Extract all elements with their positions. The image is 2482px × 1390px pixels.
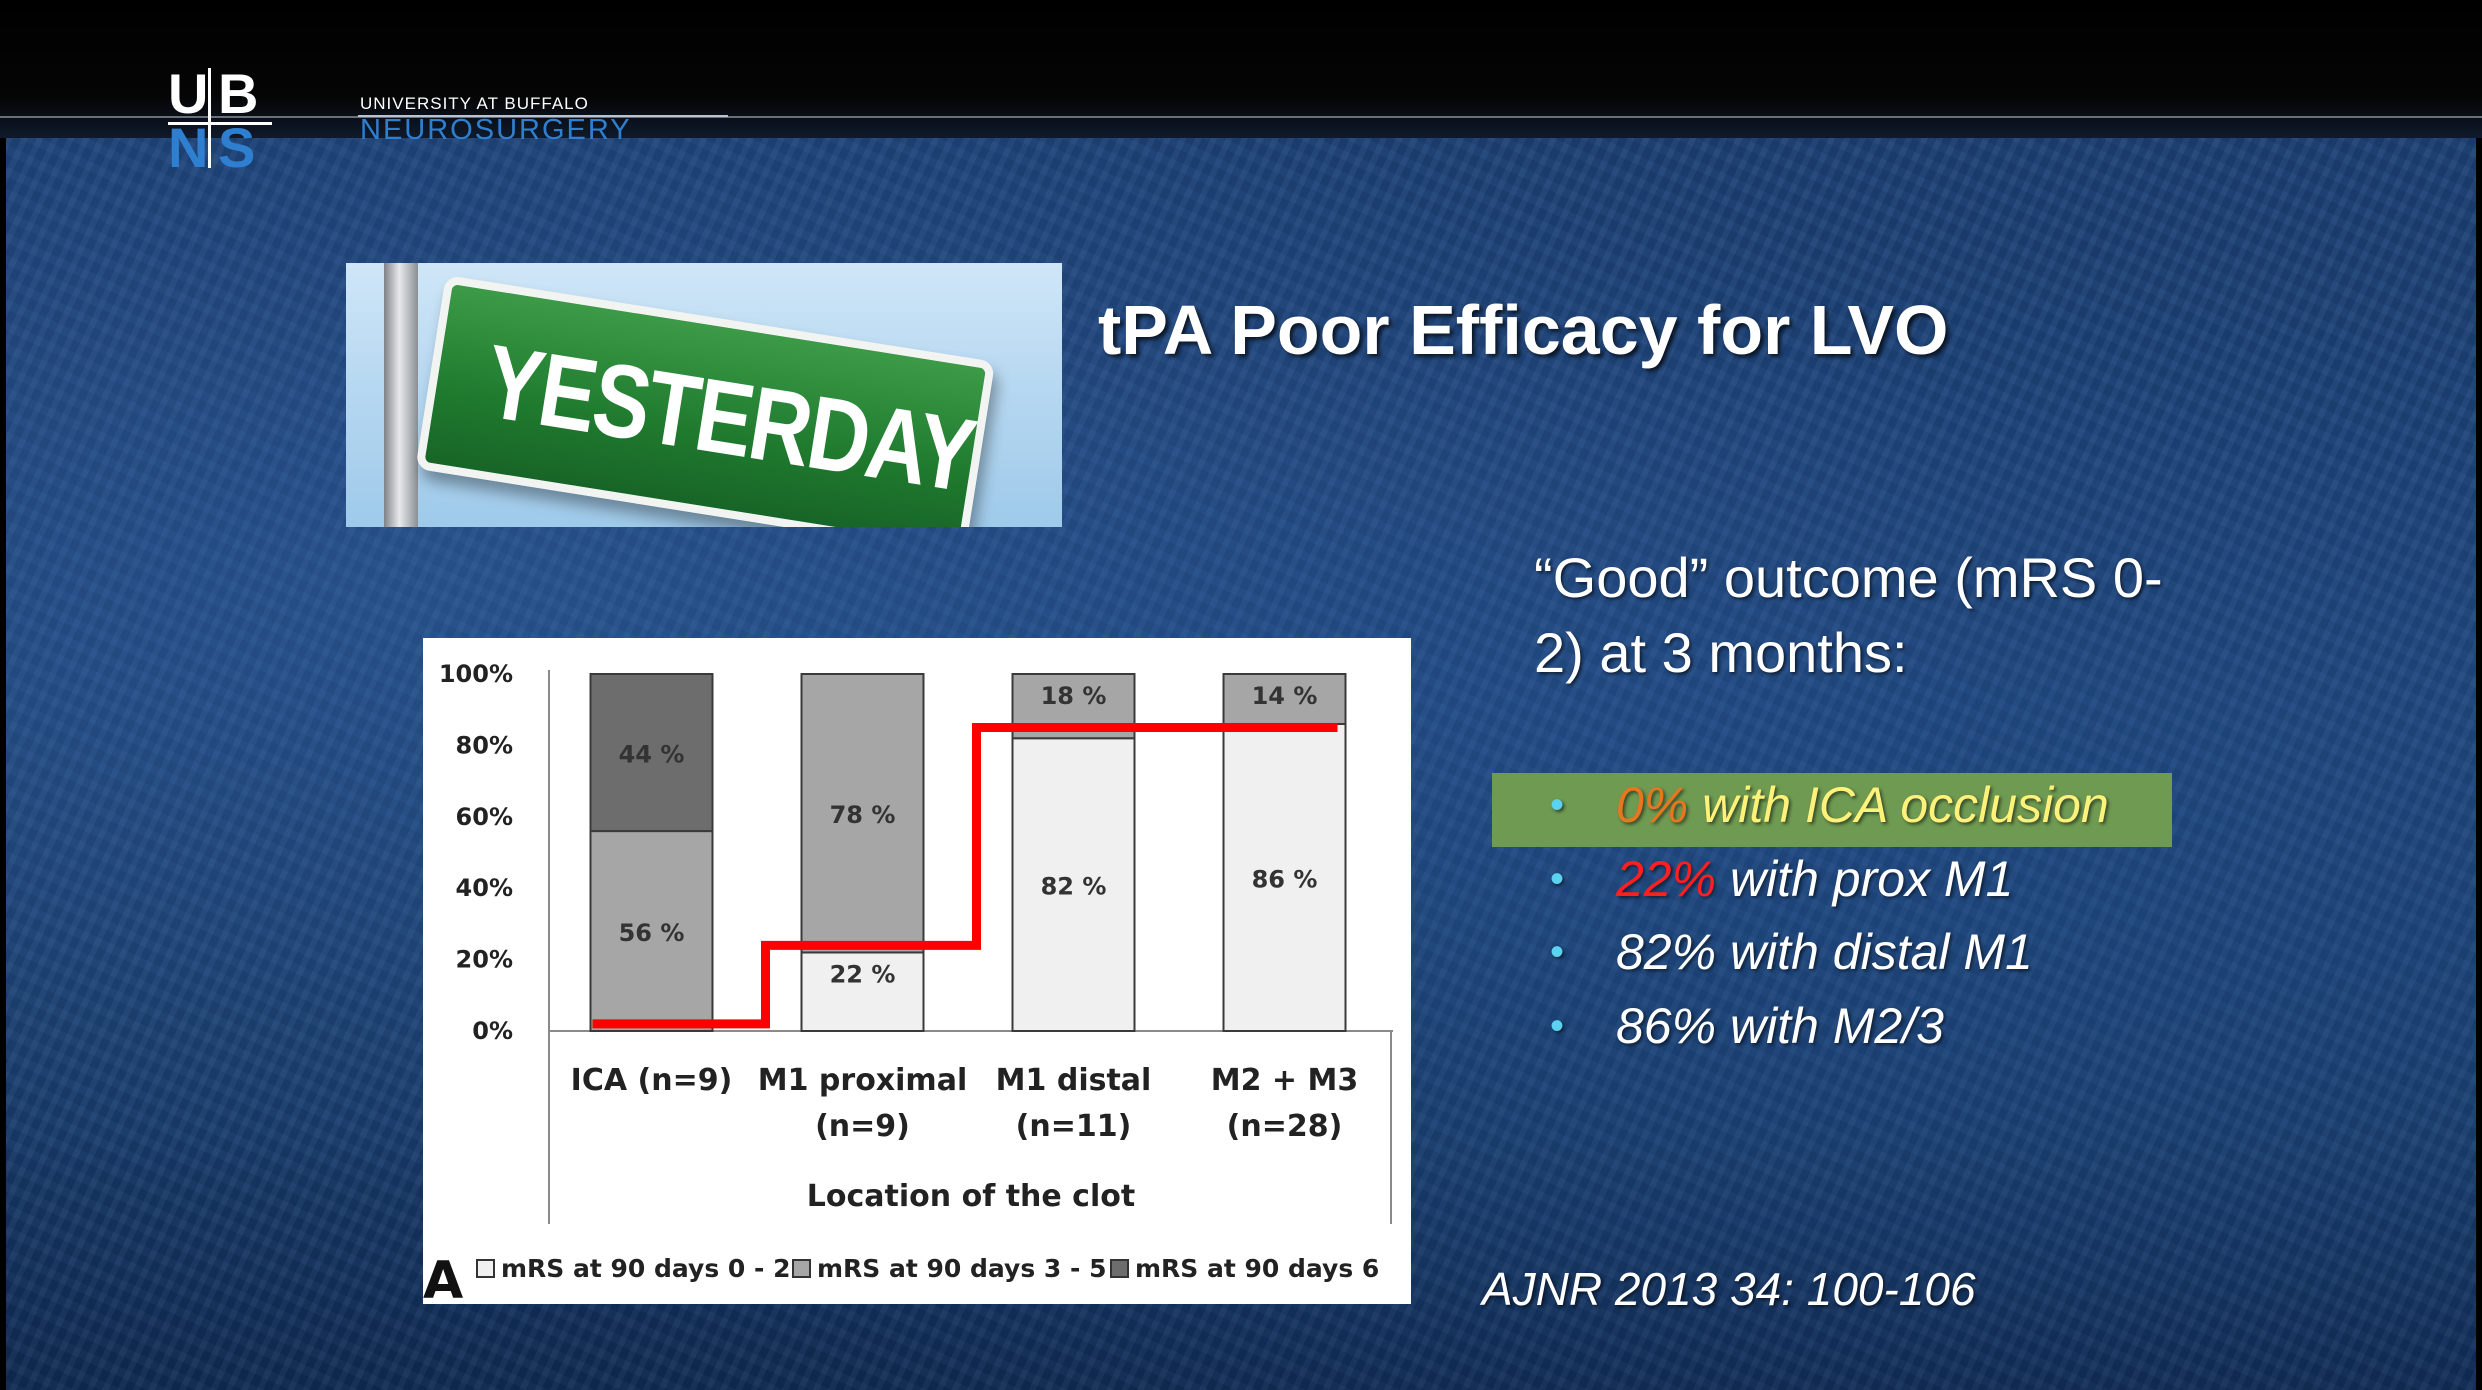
bullet-dot-icon: • bbox=[1550, 783, 1565, 827]
bullet-dot-icon: • bbox=[1550, 1004, 1565, 1048]
logo-rule bbox=[358, 115, 728, 117]
bar-segment bbox=[1011, 737, 1136, 1032]
bullet-rest: with distal M1 bbox=[1716, 924, 2033, 980]
stacked-bar-chart: 0% 20% 40% 60% 80% 100% 56 % 44 % ICA (n=9) 22 % 7… bbox=[423, 660, 1393, 1304]
ubns-logo: U B N S UNIVERSITY AT BUFFALO NEUROSURGE… bbox=[168, 62, 728, 176]
y-tick-label: 40% bbox=[456, 874, 513, 902]
logo-letter-s: S bbox=[218, 116, 256, 179]
panel-label: A bbox=[423, 1251, 463, 1304]
logo-letter-n: N bbox=[168, 116, 209, 179]
bullet-text: 0% with ICA occlusion bbox=[1616, 770, 2109, 840]
x-category-label: M1 proximal bbox=[758, 1063, 967, 1098]
logo-letter-b: B bbox=[218, 62, 259, 125]
bar-value-label: 22 % bbox=[830, 960, 896, 988]
header-rule bbox=[0, 116, 2482, 118]
bullet-rest: with ICA occlusion bbox=[1688, 777, 2109, 833]
x-category-label: (n=28) bbox=[1227, 1109, 1343, 1144]
x-category-label: ICA (n=9) bbox=[571, 1063, 733, 1098]
legend-swatch bbox=[476, 1259, 495, 1278]
logo-divider-vertical bbox=[208, 68, 211, 168]
chart-panel: 0% 20% 40% 60% 80% 100% 56 % 44 % ICA (n=9) 22 % 7… bbox=[423, 638, 1411, 1304]
y-tick-label: 80% bbox=[456, 731, 513, 759]
bullet-percent: 0% bbox=[1616, 777, 1689, 833]
logo-department-name: NEUROSURGERY bbox=[360, 114, 632, 146]
bar-segment bbox=[800, 673, 925, 954]
bullet-dot-icon: • bbox=[1550, 857, 1565, 901]
bar-value-label: 86 % bbox=[1252, 865, 1318, 893]
logo-letter-u: U bbox=[168, 62, 209, 125]
y-tick-label: 0% bbox=[472, 1017, 513, 1045]
y-tick-label: 60% bbox=[456, 803, 513, 831]
legend-swatch bbox=[1110, 1259, 1129, 1278]
bar-value-label: 82 % bbox=[1041, 873, 1107, 901]
bar-value-label: 44 % bbox=[619, 741, 685, 769]
legend-swatch bbox=[792, 1259, 811, 1278]
x-category-label: M1 distal bbox=[996, 1063, 1152, 1098]
bullet-percent: 86% bbox=[1616, 998, 1717, 1054]
sign-text: YESTERDAY bbox=[477, 323, 981, 515]
sign-pole bbox=[384, 263, 418, 527]
citation: AJNR 2013 34: 100-106 bbox=[1482, 1263, 1976, 1315]
y-tick-label: 20% bbox=[456, 946, 513, 974]
bar-value-label: 14 % bbox=[1252, 682, 1318, 710]
bullet-rest: with M2/3 bbox=[1716, 998, 1944, 1054]
bar-value-label: 78 % bbox=[830, 801, 896, 829]
bullet-text: 86% with M2/3 bbox=[1616, 991, 1944, 1061]
bar-segment bbox=[589, 673, 714, 833]
outcome-heading: “Good” outcome (mRS 0-2) at 3 months: bbox=[1534, 546, 2163, 684]
legend-label: mRS at 90 days 0 - 2 bbox=[501, 1254, 790, 1283]
bar-value-label: 56 % bbox=[619, 919, 685, 947]
legend-label: mRS at 90 days 6 bbox=[1135, 1254, 1379, 1283]
bar-segment bbox=[1222, 722, 1347, 1032]
bullet-highlight-box bbox=[1492, 773, 2172, 847]
bullet-percent: 82% bbox=[1616, 924, 1717, 980]
x-axis-title: Location of the clot bbox=[807, 1179, 1135, 1214]
bullet-rest: with prox M1 bbox=[1716, 851, 2014, 907]
bullet-percent: 22% bbox=[1616, 851, 1717, 907]
yesterday-sign-image: YESTERDAY bbox=[346, 263, 1062, 527]
bar-segment bbox=[800, 951, 925, 1032]
overlay-step-line bbox=[592, 723, 1338, 1029]
x-category-label: M2 + M3 bbox=[1211, 1063, 1358, 1098]
bullet-text: 82% with distal M1 bbox=[1616, 917, 2033, 987]
legend-label: mRS at 90 days 3 - 5 bbox=[817, 1254, 1106, 1283]
bullet-text: 22% with prox M1 bbox=[1616, 844, 2013, 914]
logo-university-name: UNIVERSITY AT BUFFALO bbox=[360, 94, 589, 113]
bullet-dot-icon: • bbox=[1550, 930, 1565, 974]
logo-divider-horizontal bbox=[168, 122, 272, 125]
x-category-label: (n=9) bbox=[815, 1109, 910, 1144]
x-category-label: (n=11) bbox=[1016, 1109, 1132, 1144]
bar-segment bbox=[1222, 673, 1347, 725]
slide-title: tPA Poor Efficacy for LVO bbox=[1098, 291, 1949, 369]
y-tick-label: 100% bbox=[439, 660, 513, 688]
street-sign: YESTERDAY bbox=[415, 275, 996, 527]
bar-value-label: 18 % bbox=[1041, 682, 1107, 710]
